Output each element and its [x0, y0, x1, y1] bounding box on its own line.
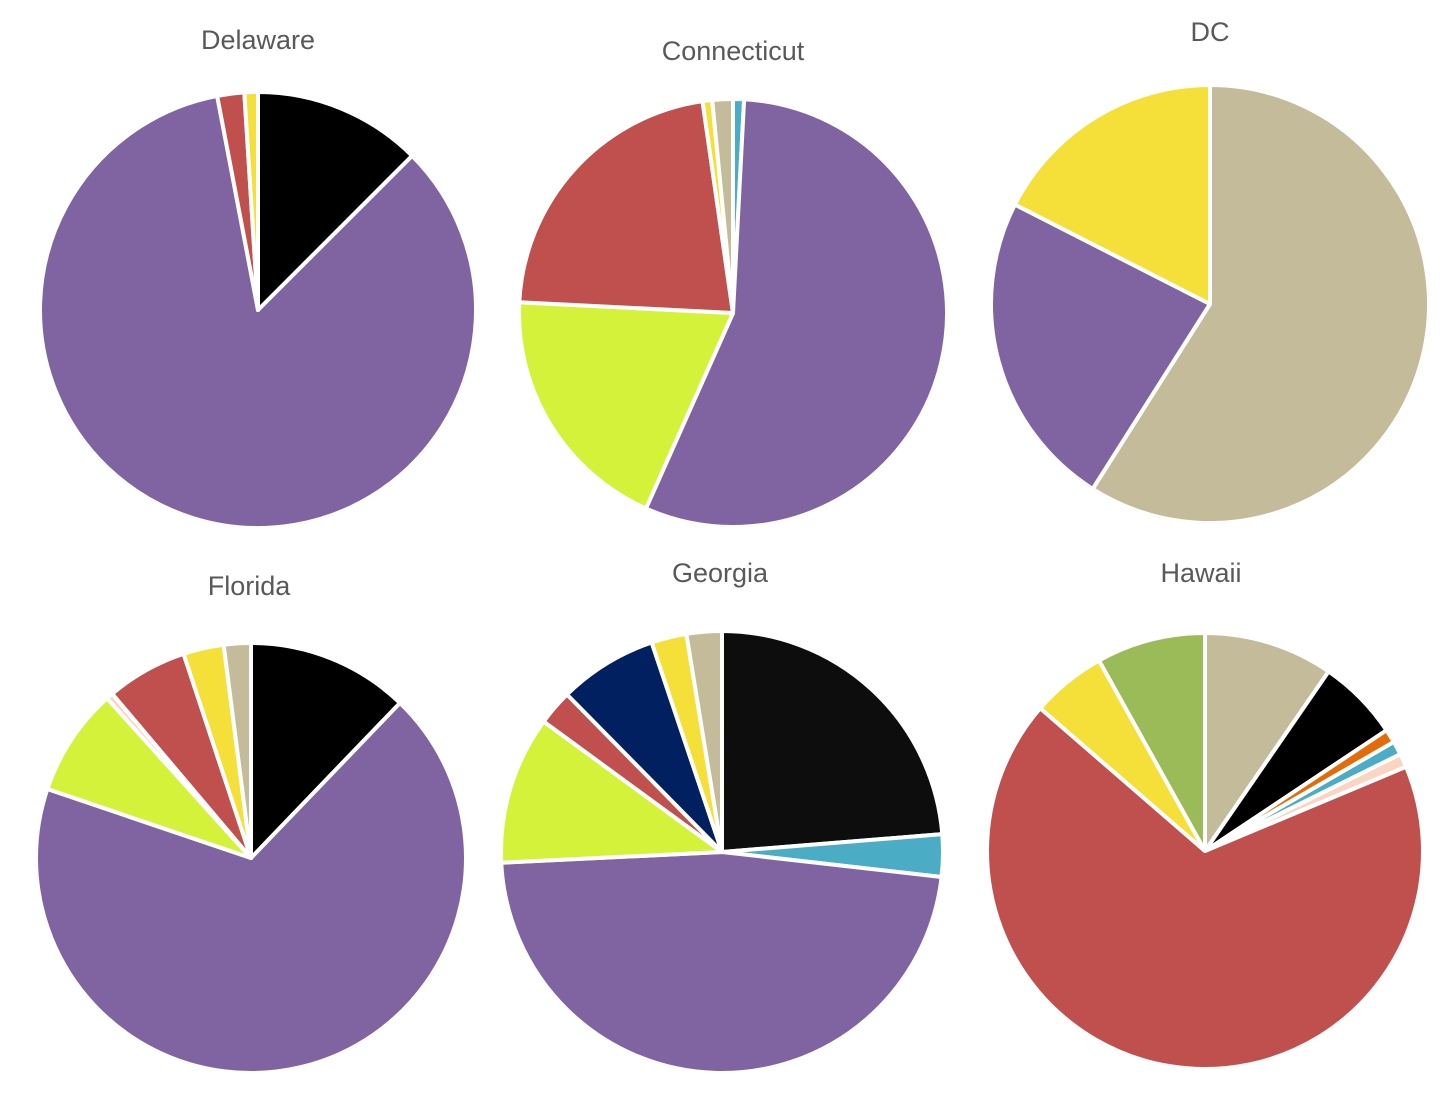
pie-slice-1 — [1203, 631, 1331, 853]
pie-slice-1 — [249, 641, 402, 860]
pie-chart-florida: Florida — [34, 568, 470, 1080]
pie-slice-1 — [1090, 83, 1431, 525]
pie-slice-6 — [710, 97, 735, 315]
pie-chart-georgia: Georgia — [500, 556, 946, 1076]
pie-slice-2 — [643, 97, 949, 529]
pie-slice-2 — [34, 700, 468, 1075]
pie-slice-4 — [242, 90, 260, 312]
pie-slice-3 — [500, 850, 944, 1075]
pie-chart-hawaii: Hawaii — [986, 556, 1424, 1076]
pie-svg — [990, 83, 1431, 525]
chart-title: Connecticut — [661, 36, 805, 66]
pie-slice-3 — [45, 696, 253, 860]
pie-slice-4 — [518, 99, 735, 315]
pie-slice-4 — [500, 719, 724, 865]
pie-chart-dc: DC — [990, 15, 1434, 525]
pie-svg — [34, 641, 468, 1075]
chart-title: Hawaii — [1160, 558, 1242, 588]
chart-title: Georgia — [671, 558, 769, 588]
pie-slice-6 — [986, 706, 1424, 1071]
pie-chart-delaware: Delaware — [38, 20, 478, 530]
pie-svg — [500, 629, 945, 1075]
pie-slice-8 — [1097, 631, 1207, 853]
pie-svg — [986, 631, 1424, 1071]
pie-svg — [38, 90, 478, 530]
chart-title: Delaware — [200, 25, 316, 55]
pie-slice-8 — [684, 629, 724, 854]
chart-title: DC — [1190, 17, 1230, 47]
pie-slice-3 — [1012, 83, 1212, 306]
pie-slice-7 — [221, 641, 253, 860]
pie-slice-1 — [720, 629, 945, 854]
pie-svg — [518, 97, 949, 529]
pie-slice-2 — [990, 202, 1212, 491]
pie-slice-3 — [518, 300, 735, 511]
pie-chart-connecticut: Connecticut — [518, 30, 958, 530]
chart-title: Florida — [207, 571, 291, 601]
pie-slice-1 — [256, 90, 415, 312]
